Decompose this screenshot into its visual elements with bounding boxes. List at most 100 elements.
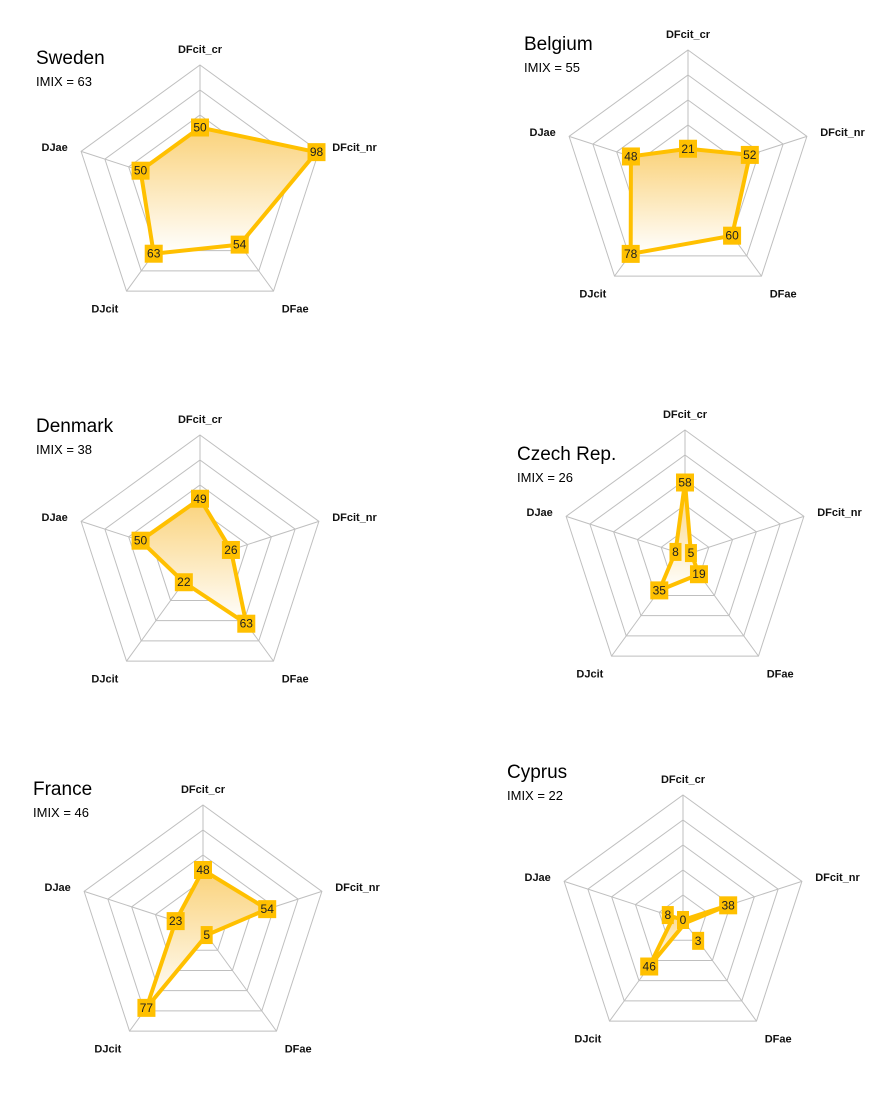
axis-label: DFcit_nr [820, 127, 865, 139]
data-point [174, 573, 193, 592]
chart-title: Denmark [36, 416, 114, 437]
radar-chart-3: DFcit_cr DFcit_nr DFae DJcit DJae 58 5 19 35 8 Cze… [517, 409, 863, 680]
data-label: 49 [193, 492, 207, 506]
axis-label: DFcit_nr [332, 512, 377, 524]
grid-ring [563, 794, 803, 1022]
axis-label: DJcit [576, 668, 603, 680]
data-label: 63 [240, 617, 254, 631]
chart-subtitle: IMIX = 22 [507, 788, 563, 803]
data-point [676, 473, 694, 492]
axis-label: DJcit [579, 288, 606, 300]
data-point [166, 912, 185, 931]
grid-ring [128, 484, 272, 622]
axis-label: DFcit_cr [661, 774, 706, 786]
data-point [191, 489, 209, 508]
data-label: 8 [664, 908, 671, 922]
chart-subtitle: IMIX = 55 [524, 60, 580, 75]
axis-label: DFcit_cr [178, 44, 223, 56]
axis-label: DJae [527, 507, 553, 519]
data-point [723, 226, 742, 245]
axis-label: DFcit_nr [815, 872, 860, 884]
data-label: 48 [196, 863, 210, 877]
data-label: 50 [134, 534, 148, 548]
radar-chart-1: DFcit_cr DFcit_nr DFae DJcit DJae 21 52 60 78 48 B… [524, 29, 866, 300]
data-point [258, 900, 277, 919]
data-label: 19 [692, 567, 706, 581]
data-series [138, 496, 249, 626]
axis-spoke [684, 515, 805, 556]
data-label: 78 [624, 247, 638, 261]
data-label: 48 [624, 149, 638, 163]
chart-title: Czech Rep. [517, 444, 616, 465]
data-series [657, 480, 701, 593]
data-point [679, 139, 697, 158]
axis-label: DJae [42, 512, 68, 524]
data-label: 50 [193, 121, 207, 135]
data-label: 26 [224, 543, 238, 557]
data-label: 54 [261, 902, 275, 916]
radar-chart-0: DFcit_cr DFcit_nr DFae DJcit DJae 50 98 54 63 50 S… [36, 44, 378, 315]
data-point [740, 145, 759, 164]
axis-label: DFae [767, 668, 794, 680]
axis-label: DJae [530, 127, 556, 139]
data-label: 22 [177, 575, 191, 589]
axis-spoke [202, 929, 277, 1032]
data-point [719, 896, 738, 915]
data-point [221, 540, 240, 559]
data-point [194, 861, 212, 879]
axis-label: DJae [45, 882, 71, 894]
axis-label: DFcit_cr [181, 784, 226, 796]
grid-ring [107, 829, 299, 1012]
axis-label: DFcit_nr [332, 142, 377, 154]
axis-label: DJae [525, 872, 551, 884]
data-label: 58 [678, 476, 692, 490]
axis-label: DJae [42, 142, 68, 154]
grid-ring [587, 819, 779, 1002]
grid-ring [592, 74, 784, 257]
chart-subtitle: IMIX = 46 [33, 805, 89, 820]
data-label: 5 [688, 546, 695, 560]
axis-label: DFcit_cr [666, 29, 711, 41]
data-point [692, 931, 705, 950]
chart-subtitle: IMIX = 38 [36, 442, 92, 457]
data-point [191, 118, 209, 137]
axis-label: DFae [285, 1043, 312, 1055]
data-label: 35 [653, 583, 667, 597]
data-point [200, 926, 213, 945]
data-point [137, 998, 156, 1017]
data-label: 23 [169, 914, 183, 928]
axis-label: DFae [770, 288, 797, 300]
axis-label: DJcit [94, 1043, 121, 1055]
data-point [131, 161, 150, 180]
grid-ring [589, 454, 781, 637]
chart-title: Sweden [36, 48, 105, 69]
grid-ring [83, 804, 323, 1032]
chart-title: Belgium [524, 34, 593, 55]
data-label: 8 [672, 545, 679, 559]
axis-label: DJcit [91, 303, 118, 315]
data-label: 63 [147, 247, 161, 261]
data-label: 54 [233, 238, 247, 252]
data-point [144, 244, 163, 263]
chart-title: Cyprus [507, 762, 567, 783]
grid-ring [568, 49, 808, 277]
data-point [621, 244, 640, 263]
axis-label: DJcit [574, 1033, 601, 1045]
axis-label: DJcit [91, 673, 118, 685]
axis-label: DFcit_nr [335, 882, 380, 894]
data-point [677, 911, 689, 929]
chart-subtitle: IMIX = 26 [517, 470, 573, 485]
data-point [661, 906, 674, 925]
radar-chart-4: DFcit_cr DFcit_nr DFae DJcit DJae 48 54 5 77 23 Fr… [33, 779, 381, 1055]
axis-label: DFae [282, 303, 309, 315]
axis-label: DFcit_nr [817, 507, 862, 519]
radar-chart-2: DFcit_cr DFcit_nr DFae DJcit DJae 49 26 63 22 50 D… [36, 414, 378, 685]
grid-ring [80, 64, 320, 292]
data-label: 60 [725, 229, 739, 243]
data-point [669, 542, 682, 561]
data-point [237, 614, 256, 633]
chart-title: France [33, 779, 92, 800]
grid-ring [613, 479, 757, 617]
grid-ring [565, 429, 805, 657]
grid-ring [80, 434, 320, 662]
